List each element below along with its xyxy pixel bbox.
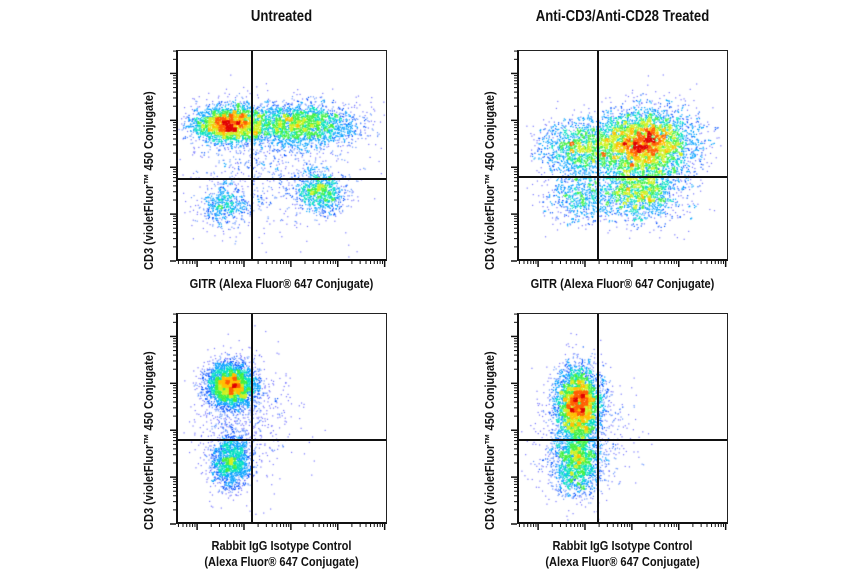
quadrant-line-horizontal — [176, 177, 387, 180]
x-axis-label-line2: (Alexa Fluor® 647 Conjugate) — [204, 554, 359, 569]
plot-untreated-isotype — [176, 313, 387, 524]
plot-treated-isotype — [517, 313, 728, 524]
density-scatter — [517, 50, 728, 261]
x-axis-label: GITR (Alexa Fluor® 647 Conjugate) — [189, 276, 374, 291]
y-axis-label: CD3 (violetFluor™ 450 Conjugate) — [482, 91, 497, 271]
column-title-untreated: Untreated — [250, 8, 313, 25]
quadrant-line-vertical — [250, 313, 253, 524]
quadrant-line-vertical — [597, 50, 600, 261]
y-axis-label: CD3 (violetFluor™ 450 Conjugate) — [141, 91, 156, 271]
x-axis-label-line1: Rabbit IgG Isotype Control — [211, 538, 352, 553]
quadrant-line-vertical — [250, 50, 253, 261]
x-axis-label: Rabbit IgG Isotype Control (Alexa Fluor®… — [166, 538, 396, 570]
x-axis-label-line1: Rabbit IgG Isotype Control — [552, 538, 693, 553]
quadrant-line-horizontal — [517, 175, 728, 178]
x-axis-label: GITR (Alexa Fluor® 647 Conjugate) — [530, 276, 715, 291]
column-title-treated: Anti-CD3/Anti-CD28 Treated — [535, 8, 710, 25]
x-axis-label: Rabbit IgG Isotype Control (Alexa Fluor®… — [507, 538, 737, 570]
density-scatter — [176, 50, 387, 261]
y-axis-label: CD3 (violetFluor™ 450 Conjugate) — [141, 351, 156, 530]
quadrant-line-vertical — [597, 313, 600, 524]
x-axis-label-line2: (Alexa Fluor® 647 Conjugate) — [545, 554, 700, 569]
density-scatter — [176, 313, 387, 524]
quadrant-line-horizontal — [517, 438, 728, 441]
y-axis-label: CD3 (violetFluor™ 450 Conjugate) — [482, 351, 497, 530]
plot-treated-gitr — [517, 50, 728, 261]
quadrant-line-horizontal — [176, 438, 387, 441]
plot-untreated-gitr — [176, 50, 387, 261]
density-scatter — [517, 313, 728, 524]
